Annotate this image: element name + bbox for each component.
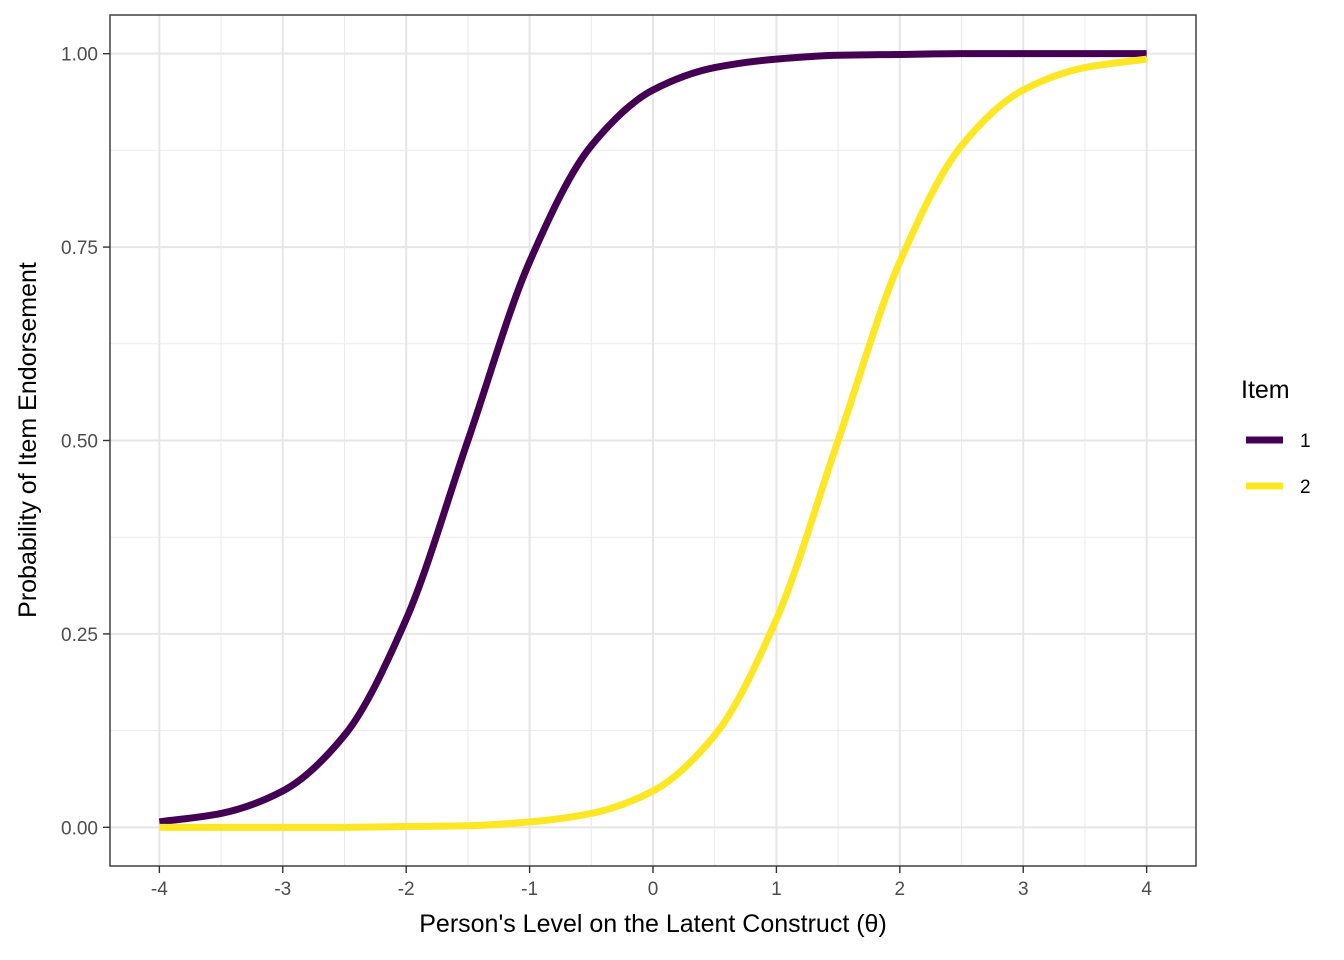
y-axis-title: Probability of Item Endorsement <box>14 262 42 618</box>
series-line-item-2 <box>159 55 1148 831</box>
x-tick-label: -2 <box>398 879 415 900</box>
y-tick-label: 0.50 <box>61 432 98 453</box>
legend: Item 12 <box>1241 376 1311 498</box>
legend-label-item-2: 2 <box>1300 477 1311 498</box>
series-line-item-1 <box>158 50 1147 826</box>
x-tick-label: 3 <box>1018 879 1029 900</box>
x-tick-label: 1 <box>771 879 782 900</box>
y-axis: 0.00 0.25 0.50 0.75 1.00 <box>61 45 110 839</box>
y-tick-label: 0.25 <box>61 625 98 646</box>
x-tick-label: -1 <box>521 879 538 900</box>
x-tick-label: 4 <box>1141 879 1152 900</box>
x-tick-label: -3 <box>274 879 291 900</box>
x-axis: -4 -3 -2 -1 0 1 2 3 4 <box>151 866 1152 900</box>
y-tick-label: 0.75 <box>61 238 98 259</box>
legend-items: 12 <box>1246 431 1311 498</box>
legend-label-item-1: 1 <box>1300 431 1311 452</box>
x-axis-title: Person's Level on the Latent Construct (… <box>419 910 887 938</box>
x-tick-label: 0 <box>648 879 659 900</box>
y-tick-label: 0.00 <box>61 818 98 839</box>
x-tick-label: -4 <box>151 879 168 900</box>
series-layer <box>158 50 1148 831</box>
legend-title: Item <box>1241 376 1290 404</box>
y-tick-label: 1.00 <box>61 45 98 66</box>
x-tick-label: 2 <box>895 879 906 900</box>
